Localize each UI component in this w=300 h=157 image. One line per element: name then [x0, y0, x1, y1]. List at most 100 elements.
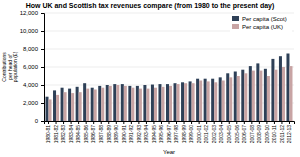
x-tick-mark — [101, 121, 102, 124]
x-tick-label: 2009-10 — [264, 125, 270, 144]
x-tick: 1988-89 — [106, 121, 112, 143]
y-tick-label: 10,000 — [20, 28, 39, 34]
bar — [174, 83, 177, 121]
y-tick-mark — [41, 13, 44, 14]
y-tick: 12,000 — [20, 10, 44, 16]
bar — [154, 88, 157, 121]
y-tick: 0 — [35, 118, 44, 124]
bar — [282, 67, 285, 121]
x-tick-mark — [236, 121, 237, 124]
x-tick: 1989-90 — [113, 121, 119, 143]
x-tick-label: 1983-84 — [68, 125, 74, 144]
x-tick-mark — [138, 121, 139, 124]
x-tick-label: 1981-82 — [53, 125, 59, 144]
x-tick: 1983-84 — [68, 121, 74, 143]
x-tick-label: 2002-03 — [211, 125, 217, 144]
bar — [184, 83, 187, 121]
x-tick: 1984-85 — [75, 121, 81, 143]
bar — [241, 70, 244, 121]
x-tick-label: 1994-95 — [151, 125, 157, 144]
x-tick: 2004-05 — [226, 121, 232, 143]
bar — [49, 99, 52, 121]
plot: 1980-811981-821982-831983-841984-851985-… — [20, 10, 295, 143]
bar — [106, 85, 109, 121]
y-axis-title: Contributionsper head ofpopulation (£) — [1, 51, 18, 82]
x-tick: 1999-00 — [188, 121, 194, 143]
x-tick-mark — [93, 121, 94, 124]
bar — [177, 84, 180, 121]
x-tick-label: 1986-87 — [90, 125, 96, 144]
x-tick-label: 1990-91 — [121, 125, 127, 144]
y-axis-title-line: population (£) — [12, 51, 18, 82]
x-tick: 2005-06 — [234, 121, 240, 143]
x-tick-label: 1993-94 — [143, 125, 149, 144]
x-tick: 2002-03 — [211, 121, 217, 143]
bar — [274, 70, 277, 121]
x-tick-mark — [131, 121, 132, 124]
bar — [143, 85, 146, 121]
bar — [226, 73, 229, 121]
x-tick-label: 2010-11 — [271, 125, 277, 143]
x-tick-label: 2005-06 — [234, 125, 240, 144]
x-tick: 1991-92 — [128, 121, 134, 143]
x-tick-mark — [289, 121, 290, 124]
x-tick-mark — [229, 121, 230, 124]
y-tick-mark — [41, 49, 44, 50]
bar — [204, 79, 207, 121]
legend-item: Per capita (Scot) — [232, 16, 287, 22]
bar — [189, 81, 192, 121]
x-axis-title: Year — [163, 149, 175, 155]
y-axis: 02,0004,0006,0008,00010,00012,000 — [20, 10, 45, 124]
x-tick-mark — [63, 121, 64, 124]
x-tick-mark — [191, 121, 192, 124]
x-tick-mark — [146, 121, 147, 124]
y-tick-mark — [41, 103, 44, 104]
x-tick-label: 1998-99 — [181, 125, 187, 144]
bar — [222, 81, 225, 122]
y-tick: 8,000 — [23, 46, 44, 52]
bar — [76, 87, 79, 121]
grid-line — [44, 49, 294, 50]
x-tick: 2003-04 — [218, 121, 224, 143]
x-tick: 1980-81 — [45, 121, 51, 143]
x-tick-mark — [169, 121, 170, 124]
bar — [116, 85, 119, 121]
chart-container: 1980-811981-821982-831983-841984-851985-… — [0, 0, 300, 157]
legend-swatch — [232, 24, 239, 29]
x-tick-mark — [153, 121, 154, 124]
bar — [161, 87, 164, 121]
x-tick-mark — [56, 121, 57, 124]
y-tick-label: 12,000 — [20, 10, 39, 16]
bar — [94, 90, 97, 122]
x-tick-label: 1982-83 — [60, 125, 66, 144]
axis-domain — [45, 122, 295, 125]
bar — [101, 88, 104, 121]
legend: Per capita (Scot)Per capita (UK) — [230, 14, 292, 32]
x-tick-label: 2003-04 — [218, 125, 224, 144]
bar — [244, 73, 247, 121]
y-tick-label: 0 — [35, 118, 39, 124]
x-tick-mark — [78, 121, 79, 124]
x-tick-mark — [108, 121, 109, 124]
x-tick: 2012-13 — [286, 121, 292, 143]
axis-domain — [41, 14, 45, 122]
x-tick: 1994-95 — [151, 121, 157, 143]
bar — [61, 88, 64, 121]
bar — [86, 89, 89, 121]
bar — [166, 84, 169, 121]
bar — [68, 89, 71, 121]
x-tick-label: 1984-85 — [75, 125, 81, 144]
bar-series — [49, 66, 293, 121]
x-tick-mark — [161, 121, 162, 124]
x-tick-mark — [48, 121, 49, 124]
x-tick: 1996-97 — [166, 121, 172, 143]
bar — [207, 81, 210, 121]
x-tick: 1990-91 — [121, 121, 127, 143]
x-tick-label: 2000-01 — [196, 125, 202, 144]
x-tick-label: 2001-02 — [203, 125, 209, 144]
bar — [264, 69, 267, 121]
bar — [128, 86, 131, 121]
x-tick: 2000-01 — [196, 121, 202, 143]
x-tick-mark — [176, 121, 177, 124]
y-tick: 10,000 — [20, 28, 44, 34]
